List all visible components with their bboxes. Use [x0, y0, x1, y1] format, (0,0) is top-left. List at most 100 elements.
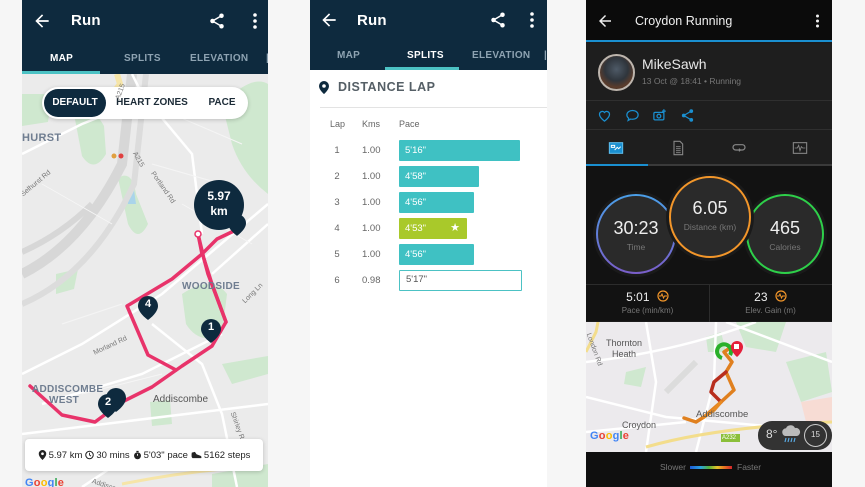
divider: [709, 285, 710, 322]
back-arrow-icon[interactable]: [32, 11, 52, 31]
map-label-hurst: HURST: [22, 132, 62, 144]
rain-cloud-icon: [782, 425, 801, 443]
time-label: Time: [626, 242, 646, 252]
distance-ring[interactable]: 6.05 Distance (km): [669, 176, 751, 258]
pace-value: 5:01: [626, 290, 650, 304]
share-icon[interactable]: [208, 12, 226, 30]
tab-overview-icon[interactable]: [608, 140, 624, 156]
tab-overflow[interactable]: |: [266, 53, 268, 64]
tab-overflow[interactable]: |: [544, 50, 547, 61]
active-tab-indicator: [586, 164, 648, 166]
split-row: 2 1.00 4'58": [310, 166, 547, 188]
map-label-thornton: Thornton: [606, 338, 643, 348]
pace-bar: 5'16": [399, 140, 520, 161]
column-header-lap: Lap: [330, 119, 346, 129]
divider: [320, 107, 547, 108]
social-actions: [586, 101, 832, 130]
section-title: DISTANCE LAP: [338, 80, 436, 94]
tab-laps-icon[interactable]: [731, 140, 747, 156]
activity-profile: MikeSawh 13 Oct @ 18:41 • Running: [586, 44, 832, 101]
pace-bar: 4'56": [399, 244, 474, 265]
legend-slower: Slower: [660, 462, 686, 472]
heart-icon[interactable]: [597, 108, 612, 123]
activity-map[interactable]: Thornton Heath Addiscombe Croydon A232 L…: [586, 322, 832, 452]
back-arrow-icon[interactable]: [319, 10, 339, 30]
more-vert-icon[interactable]: [252, 13, 258, 29]
comment-icon[interactable]: [625, 108, 640, 123]
column-header-pace: Pace: [399, 119, 420, 129]
shoe-icon: [191, 451, 202, 459]
map-label-croydon: Croydon: [622, 420, 657, 430]
mode-pace[interactable]: PACE: [208, 97, 236, 108]
distance-bubble[interactable]: 5.97 km: [194, 180, 244, 230]
mode-default[interactable]: DEFAULT: [44, 89, 106, 117]
distance-value: 6.05: [692, 198, 728, 218]
map-pin-icon: [201, 319, 221, 343]
tab-bar: MAP SPLITS ELEVATION |: [22, 43, 268, 74]
pace-bar: 4'56": [399, 192, 474, 213]
distance-value: 5.97: [207, 189, 231, 203]
tab-splits[interactable]: SPLITS: [124, 53, 161, 64]
map-label-addiscombe: Addiscombe: [153, 394, 209, 405]
summary-distance: 5.97 km: [38, 450, 82, 461]
chart-pulse-icon: [657, 290, 669, 302]
location-pin-icon: [38, 450, 46, 460]
split-row: 6 0.98 5'17": [310, 270, 547, 292]
pace-bar-partial: 5'17": [399, 270, 522, 291]
tab-elevation[interactable]: ELEVATION: [472, 50, 531, 61]
pace-bar: 4'58": [399, 166, 479, 187]
lap-marker-1[interactable]: 1: [201, 319, 221, 343]
more-vert-icon[interactable]: [529, 12, 535, 28]
map-pin-icon: [98, 394, 118, 418]
distance-unit: km: [210, 204, 228, 218]
distance-label: Distance (km): [683, 222, 737, 232]
wind-speed: 15: [804, 424, 827, 447]
fitbit-map-screen: Run MAP SPLITS ELEVATION |: [22, 0, 268, 487]
app-bar: Run: [22, 0, 268, 43]
elevation-stat[interactable]: 23 Elev. Gain (m): [709, 285, 832, 322]
clock-icon: [85, 450, 95, 460]
split-row-best: 4 1.00 4'53" ★: [310, 218, 547, 240]
app-bar: Run: [310, 0, 547, 40]
star-icon: ★: [450, 222, 460, 234]
google-logo: Google: [25, 477, 65, 487]
share-icon[interactable]: [680, 108, 695, 123]
map-label-heath: Heath: [612, 349, 637, 359]
avatar[interactable]: [598, 54, 635, 91]
map-label-addiscombe: Addiscombe: [696, 409, 749, 420]
add-photo-icon[interactable]: [652, 108, 667, 123]
route-map[interactable]: DEFAULT HEART ZONES PACE HURST WOODSIDE …: [22, 74, 268, 487]
legend-faster: Faster: [737, 462, 762, 472]
back-arrow-icon[interactable]: [596, 12, 614, 30]
garmin-activity-screen: Croydon Running MikeSawh 13 Oct @ 18:41 …: [586, 0, 832, 487]
share-icon[interactable]: [489, 11, 507, 29]
tab-map[interactable]: MAP: [50, 53, 74, 64]
lap-marker-2[interactable]: 2: [98, 394, 118, 418]
tab-details-icon[interactable]: [670, 140, 686, 156]
tab-map[interactable]: MAP: [337, 50, 361, 61]
more-vert-icon[interactable]: [815, 14, 820, 28]
column-header-kms: Kms: [362, 119, 380, 129]
summary-steps: 5162 steps: [191, 450, 250, 461]
split-row: 3 1.00 4'56": [310, 192, 547, 214]
elevation-value: 23: [754, 290, 768, 304]
calories-ring[interactable]: 465 Calories: [746, 194, 824, 274]
road-label-a232: A232: [722, 435, 737, 441]
time-ring[interactable]: 30:23 Time: [596, 194, 676, 274]
tab-splits[interactable]: SPLITS: [407, 50, 444, 61]
mode-heart-zones[interactable]: HEART ZONES: [116, 97, 188, 108]
secondary-stats: 5:01 Pace (min/km) 23 Elev. Gain (m): [586, 284, 832, 322]
pace-bar-best: 4'53" ★: [399, 218, 467, 239]
finish-pin-icon[interactable]: [228, 214, 246, 236]
pace-stat[interactable]: 5:01 Pace (min/km): [586, 285, 709, 322]
active-tab-indicator: [385, 67, 459, 70]
weather-widget[interactable]: 8° 15: [758, 421, 832, 450]
location-pin-icon: [319, 80, 329, 94]
tab-charts-icon[interactable]: [792, 140, 808, 156]
stats-rings: 30:23 Time 465 Calories 6.05 Distance (k…: [586, 166, 832, 284]
user-name[interactable]: MikeSawh: [642, 56, 707, 72]
lap-marker-4[interactable]: 4: [138, 296, 158, 320]
tab-elevation[interactable]: ELEVATION: [190, 53, 249, 64]
summary-pace: 5'03" pace: [133, 450, 188, 461]
calories-value: 465: [769, 218, 801, 238]
